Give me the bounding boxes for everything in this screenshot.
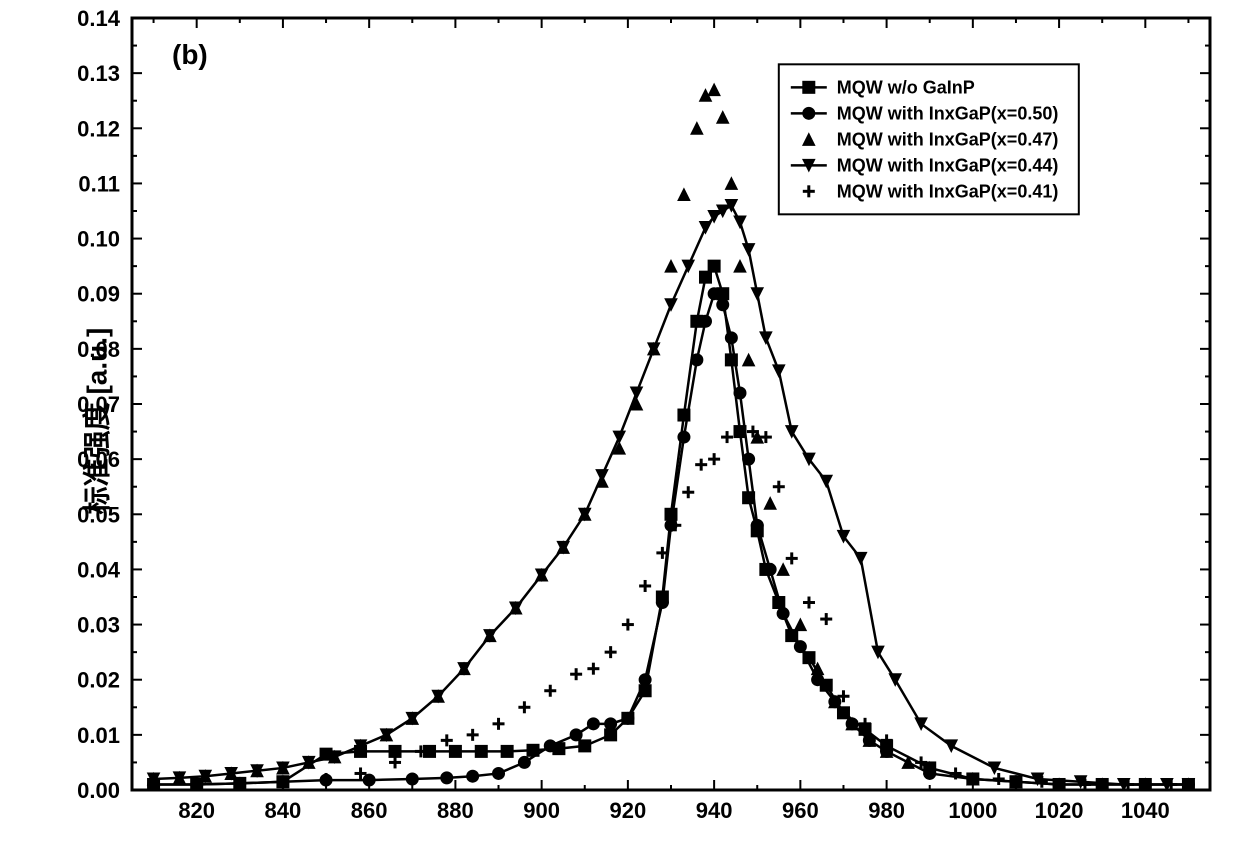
ytick-label: 0.09 <box>77 282 120 307</box>
ytick-label: 0.02 <box>77 668 120 693</box>
xtick-label: 960 <box>782 798 819 823</box>
ytick-label: 0.10 <box>77 227 120 252</box>
ytick-label: 0.14 <box>77 6 121 31</box>
ytick-label: 0.04 <box>77 557 121 582</box>
xtick-label: 840 <box>265 798 302 823</box>
xtick-label: 880 <box>437 798 474 823</box>
xtick-label: 1020 <box>1035 798 1084 823</box>
legend-label: MQW w/o GaInP <box>837 77 975 97</box>
xtick-label: 1000 <box>948 798 997 823</box>
ytick-label: 0.13 <box>77 61 120 86</box>
legend-label: MQW with InxGaP(x=0.41) <box>837 181 1059 201</box>
legend: MQW w/o GaInP MQW with InxGaP(x=0.50) MQW … <box>779 64 1079 214</box>
xtick-label: 920 <box>610 798 647 823</box>
xtick-label: 860 <box>351 798 388 823</box>
xtick-label: 820 <box>178 798 215 823</box>
legend-label: MQW with InxGaP(x=0.47) <box>837 129 1059 149</box>
chart-svg: 0.000.010.020.030.040.050.060.070.080.09… <box>0 0 1240 841</box>
xtick-label: 980 <box>868 798 905 823</box>
ytick-label: 0.00 <box>77 778 120 803</box>
panel-label: (b) <box>172 39 208 70</box>
legend-label: MQW with InxGaP(x=0.50) <box>837 103 1059 123</box>
xtick-label: 900 <box>523 798 560 823</box>
ytick-label: 0.12 <box>77 116 120 141</box>
ytick-label: 0.11 <box>78 171 120 196</box>
xtick-label: 940 <box>696 798 733 823</box>
ytick-label: 0.01 <box>77 723 120 748</box>
chart-container: 标准强度 [a.u.] 0.000.010.020.030.040.050.06… <box>0 0 1240 841</box>
legend-label: MQW with InxGaP(x=0.44) <box>837 155 1059 175</box>
ytick-label: 0.03 <box>77 613 120 638</box>
y-axis-label: 标准强度 [a.u.] <box>75 327 115 514</box>
xtick-label: 1040 <box>1121 798 1170 823</box>
